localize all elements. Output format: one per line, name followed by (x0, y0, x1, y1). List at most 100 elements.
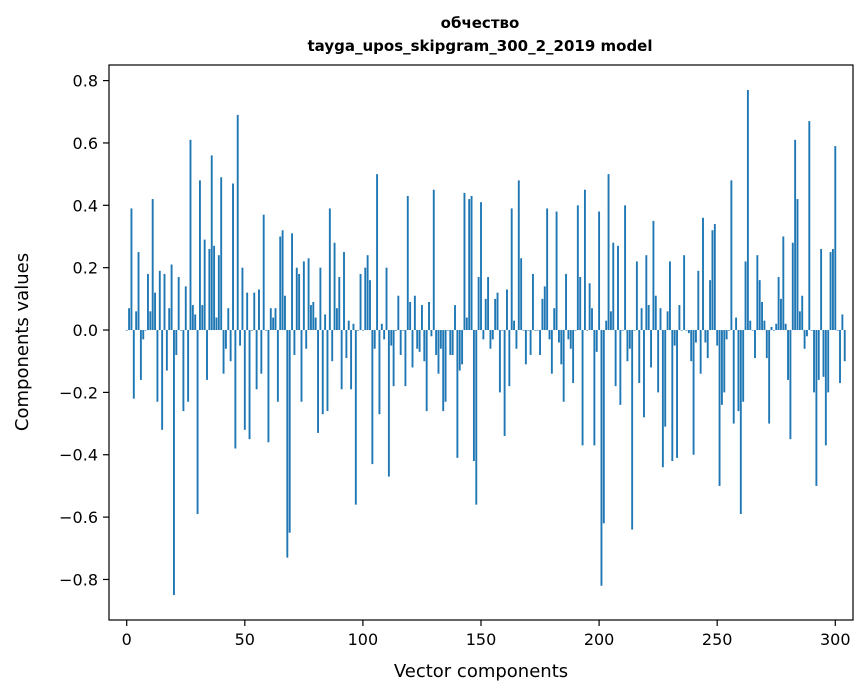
bar-258 (735, 317, 738, 331)
bar-152 (484, 298, 487, 331)
bar-172 (532, 273, 534, 331)
bar-82 (319, 267, 322, 331)
bar-34 (206, 330, 208, 380)
bar-241 (694, 330, 697, 343)
bar-257 (732, 330, 735, 424)
bar-286 (801, 295, 804, 331)
bar-285 (798, 311, 801, 331)
bar-28 (191, 305, 194, 331)
bar-148 (475, 330, 478, 505)
bar-280 (787, 330, 789, 380)
bar-78 (310, 305, 312, 331)
bar-293 (817, 330, 820, 380)
bar-125 (421, 305, 423, 331)
bar-142 (461, 330, 464, 365)
bar-77 (307, 258, 310, 331)
bar-228 (664, 330, 667, 427)
bar-277 (780, 298, 782, 331)
bar-74 (300, 330, 303, 402)
bar-90 (338, 277, 341, 331)
bar-19 (170, 264, 173, 331)
bar-24 (182, 330, 185, 412)
bar-154 (489, 330, 492, 349)
bar-270 (763, 320, 766, 331)
bar-92 (343, 252, 345, 331)
bar-166 (517, 180, 520, 331)
bar-50 (243, 330, 246, 430)
bar-292 (815, 330, 818, 486)
bar-86 (328, 208, 331, 331)
bar-37 (213, 245, 216, 331)
bar-52 (248, 330, 251, 440)
bar-271 (765, 330, 768, 359)
bar-219 (643, 330, 645, 418)
bar-84 (324, 314, 327, 331)
bar-287 (803, 330, 806, 349)
bar-250 (716, 330, 719, 346)
bar-192 (579, 277, 582, 331)
bar-73 (298, 273, 301, 331)
bar-279 (784, 323, 787, 331)
bar-6 (139, 330, 142, 380)
bar-94 (347, 320, 350, 331)
bar-138 (451, 330, 454, 355)
bar-299 (831, 248, 834, 331)
bar-139 (454, 305, 456, 331)
bar-221 (647, 305, 650, 331)
bar-160 (503, 330, 506, 437)
bar-180 (550, 330, 553, 374)
bar-80 (314, 317, 317, 331)
bar-69 (288, 330, 291, 533)
bar-213 (628, 330, 631, 349)
bar-147 (472, 330, 475, 461)
bar-178 (546, 208, 549, 331)
bar-27 (189, 139, 192, 331)
bar-294 (820, 248, 823, 331)
bar-109 (383, 330, 386, 340)
bar-33 (203, 239, 206, 331)
bar-65 (279, 236, 282, 331)
bar-87 (331, 330, 334, 362)
y-axis-label: Components values (12, 253, 33, 431)
bar-210 (621, 330, 624, 331)
bar-123 (416, 330, 419, 349)
bar-110 (385, 267, 388, 331)
bar-8 (144, 330, 147, 331)
x-tick-label-200: 200 (584, 630, 615, 649)
bar-122 (413, 295, 416, 331)
y-tick-label-8: 0.8 (73, 72, 98, 91)
bar-162 (508, 330, 511, 387)
bar-235 (680, 330, 683, 331)
bar-283 (794, 139, 797, 331)
bar-56 (258, 289, 260, 331)
bar-164 (513, 320, 516, 331)
bar-91 (340, 330, 343, 390)
bar-281 (789, 330, 792, 440)
bar-208 (617, 245, 619, 331)
bar-22 (177, 277, 180, 331)
bar-155 (491, 330, 494, 340)
bar-144 (465, 317, 468, 331)
bar-76 (305, 330, 308, 349)
bar-206 (612, 242, 615, 331)
bar-254 (725, 330, 728, 340)
bar-169 (524, 330, 527, 365)
bar-116 (399, 330, 402, 355)
bar-181 (553, 308, 556, 331)
bar-209 (619, 330, 622, 405)
bar-58 (262, 214, 265, 331)
x-tick-label-150: 150 (466, 630, 497, 649)
bar-95 (350, 330, 353, 390)
bar-284 (796, 199, 799, 331)
y-axis: −0.8 −0.6 −0.4 −0.2 0.0 0.2 0.4 0.6 0.8 (59, 72, 109, 589)
bar-197 (591, 308, 593, 331)
bar-191 (576, 205, 579, 331)
bar-259 (737, 330, 740, 412)
bar-226 (659, 308, 662, 331)
bar-207 (614, 330, 617, 387)
bar-260 (739, 330, 742, 514)
bar-83 (321, 330, 324, 415)
bar-57 (260, 330, 263, 374)
bar-130 (432, 189, 435, 331)
